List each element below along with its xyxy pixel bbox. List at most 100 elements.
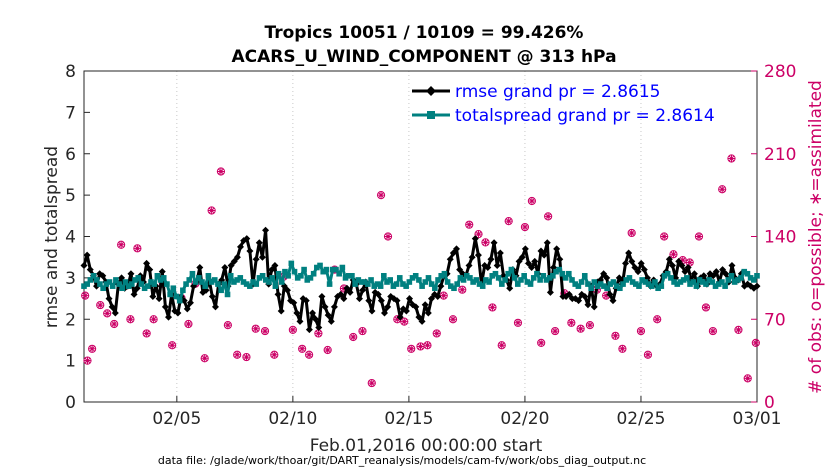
obs-assimilated-point (474, 230, 483, 238)
totalspread-point (336, 270, 342, 277)
x-axis-label: Feb.01,2016 00:00:00 start (310, 436, 543, 456)
totalspread-point (527, 281, 534, 287)
obs-assimilated-point (695, 232, 703, 241)
rmse-point (208, 292, 216, 300)
totalspread-point (231, 279, 237, 285)
totalspread-point (138, 281, 145, 287)
totalspread-point (218, 287, 224, 294)
rmse-point (543, 239, 551, 247)
totalspread-point (744, 270, 751, 277)
totalspread-point (648, 283, 655, 289)
rmse-point (628, 257, 636, 265)
y-tick-label: 4 (65, 228, 76, 248)
totalspread-point (259, 273, 266, 279)
rmse-point (546, 288, 554, 296)
totalspread-point (661, 273, 668, 279)
obs-assimilated-point (602, 292, 610, 300)
rmse-point (427, 295, 435, 303)
totalspread-point (84, 281, 90, 287)
totalspread-point (119, 285, 126, 292)
rmse-point (622, 259, 630, 267)
totalspread-point (735, 277, 741, 283)
totalspread-point (591, 279, 598, 285)
totalspread-point (642, 279, 649, 285)
rmse-point (293, 309, 301, 317)
rmse-point (490, 239, 498, 247)
rmse-point (268, 266, 276, 274)
obs-assimilated-point (465, 221, 473, 229)
rmse-point (83, 251, 91, 259)
totalspread-point (639, 277, 645, 283)
rmse-point (712, 268, 720, 276)
rmse-point (80, 261, 88, 269)
totalspread-point (345, 273, 352, 279)
totalspread-point (93, 277, 100, 283)
rmse-point (631, 264, 639, 272)
rmse-point (221, 264, 229, 272)
rmse-point (130, 290, 138, 298)
obs-assimilated-point (217, 167, 225, 176)
y2-tick-label: 280 (764, 62, 796, 82)
rmse-point (684, 264, 692, 272)
totalspread-point (323, 266, 330, 273)
totalspread-point (157, 277, 164, 283)
rmse-point (86, 266, 94, 274)
rmse-point (515, 257, 523, 265)
obs-assimilated-point (349, 333, 357, 341)
obs-assimilated-point (440, 292, 448, 300)
totalspread-point (116, 281, 122, 287)
totalspread-point (556, 266, 563, 273)
obs-assimilated-point (618, 345, 626, 353)
rmse-point (603, 274, 611, 282)
totalspread-point (208, 279, 215, 285)
totalspread-point (483, 277, 489, 283)
plot-area: 0 1 2 3 4 5 6 7 8 0 70 140 210 280 02/05 02/10 02/15 02/2… (65, 62, 796, 429)
rmse-point (127, 270, 135, 278)
rmse-point (368, 307, 376, 315)
totalspread-point (636, 283, 642, 289)
totalspread-point (109, 283, 116, 289)
totalspread-point (629, 279, 636, 285)
totalspread-point (448, 283, 454, 289)
totalspread-point (211, 277, 218, 283)
totalspread-point (518, 277, 524, 283)
data-file-footer: data file: /glade/work/thoar/git/DART_re… (158, 454, 646, 467)
totalspread-point (613, 283, 620, 289)
obs-assimilated-point (324, 346, 332, 354)
totalspread-point (269, 275, 275, 281)
totalspread-point (132, 277, 138, 283)
chart-title-line1: Tropics 10051 / 10109 = 99.426% (265, 23, 584, 43)
totalspread-point (291, 268, 298, 275)
rmse-point (324, 311, 332, 319)
y-tick-label: 8 (65, 62, 76, 82)
rmse-point (330, 303, 338, 311)
totalspread-point (728, 273, 735, 279)
totalspread-point (626, 275, 633, 281)
totalspread-point (559, 270, 566, 277)
totalspread-point (741, 268, 748, 275)
rmse-point (584, 301, 592, 309)
rmse-point (165, 313, 173, 321)
rmse-point (274, 290, 282, 298)
rmse-point (415, 313, 423, 321)
y-tick-label: 5 (65, 186, 76, 206)
rmse-point (487, 255, 495, 263)
rmse-point (575, 297, 583, 305)
totalspread-point (144, 283, 151, 289)
totalspread-point (680, 277, 687, 283)
totalspread-point (438, 273, 445, 279)
totalspread-point (623, 277, 630, 283)
rmse-point (640, 266, 648, 274)
totalspread-point (151, 281, 157, 287)
rmse-point (183, 305, 191, 313)
rmse-point (374, 290, 382, 298)
totalspread-point (435, 277, 441, 283)
obs-assimilated-point (117, 241, 125, 249)
rmse-point (340, 295, 348, 303)
rmse-point (406, 295, 414, 303)
totalspread-point (406, 279, 413, 285)
rmse-point (149, 292, 157, 300)
rmse-point (753, 282, 761, 290)
rmse-point (402, 307, 410, 315)
obs-assimilated-point (289, 326, 297, 334)
